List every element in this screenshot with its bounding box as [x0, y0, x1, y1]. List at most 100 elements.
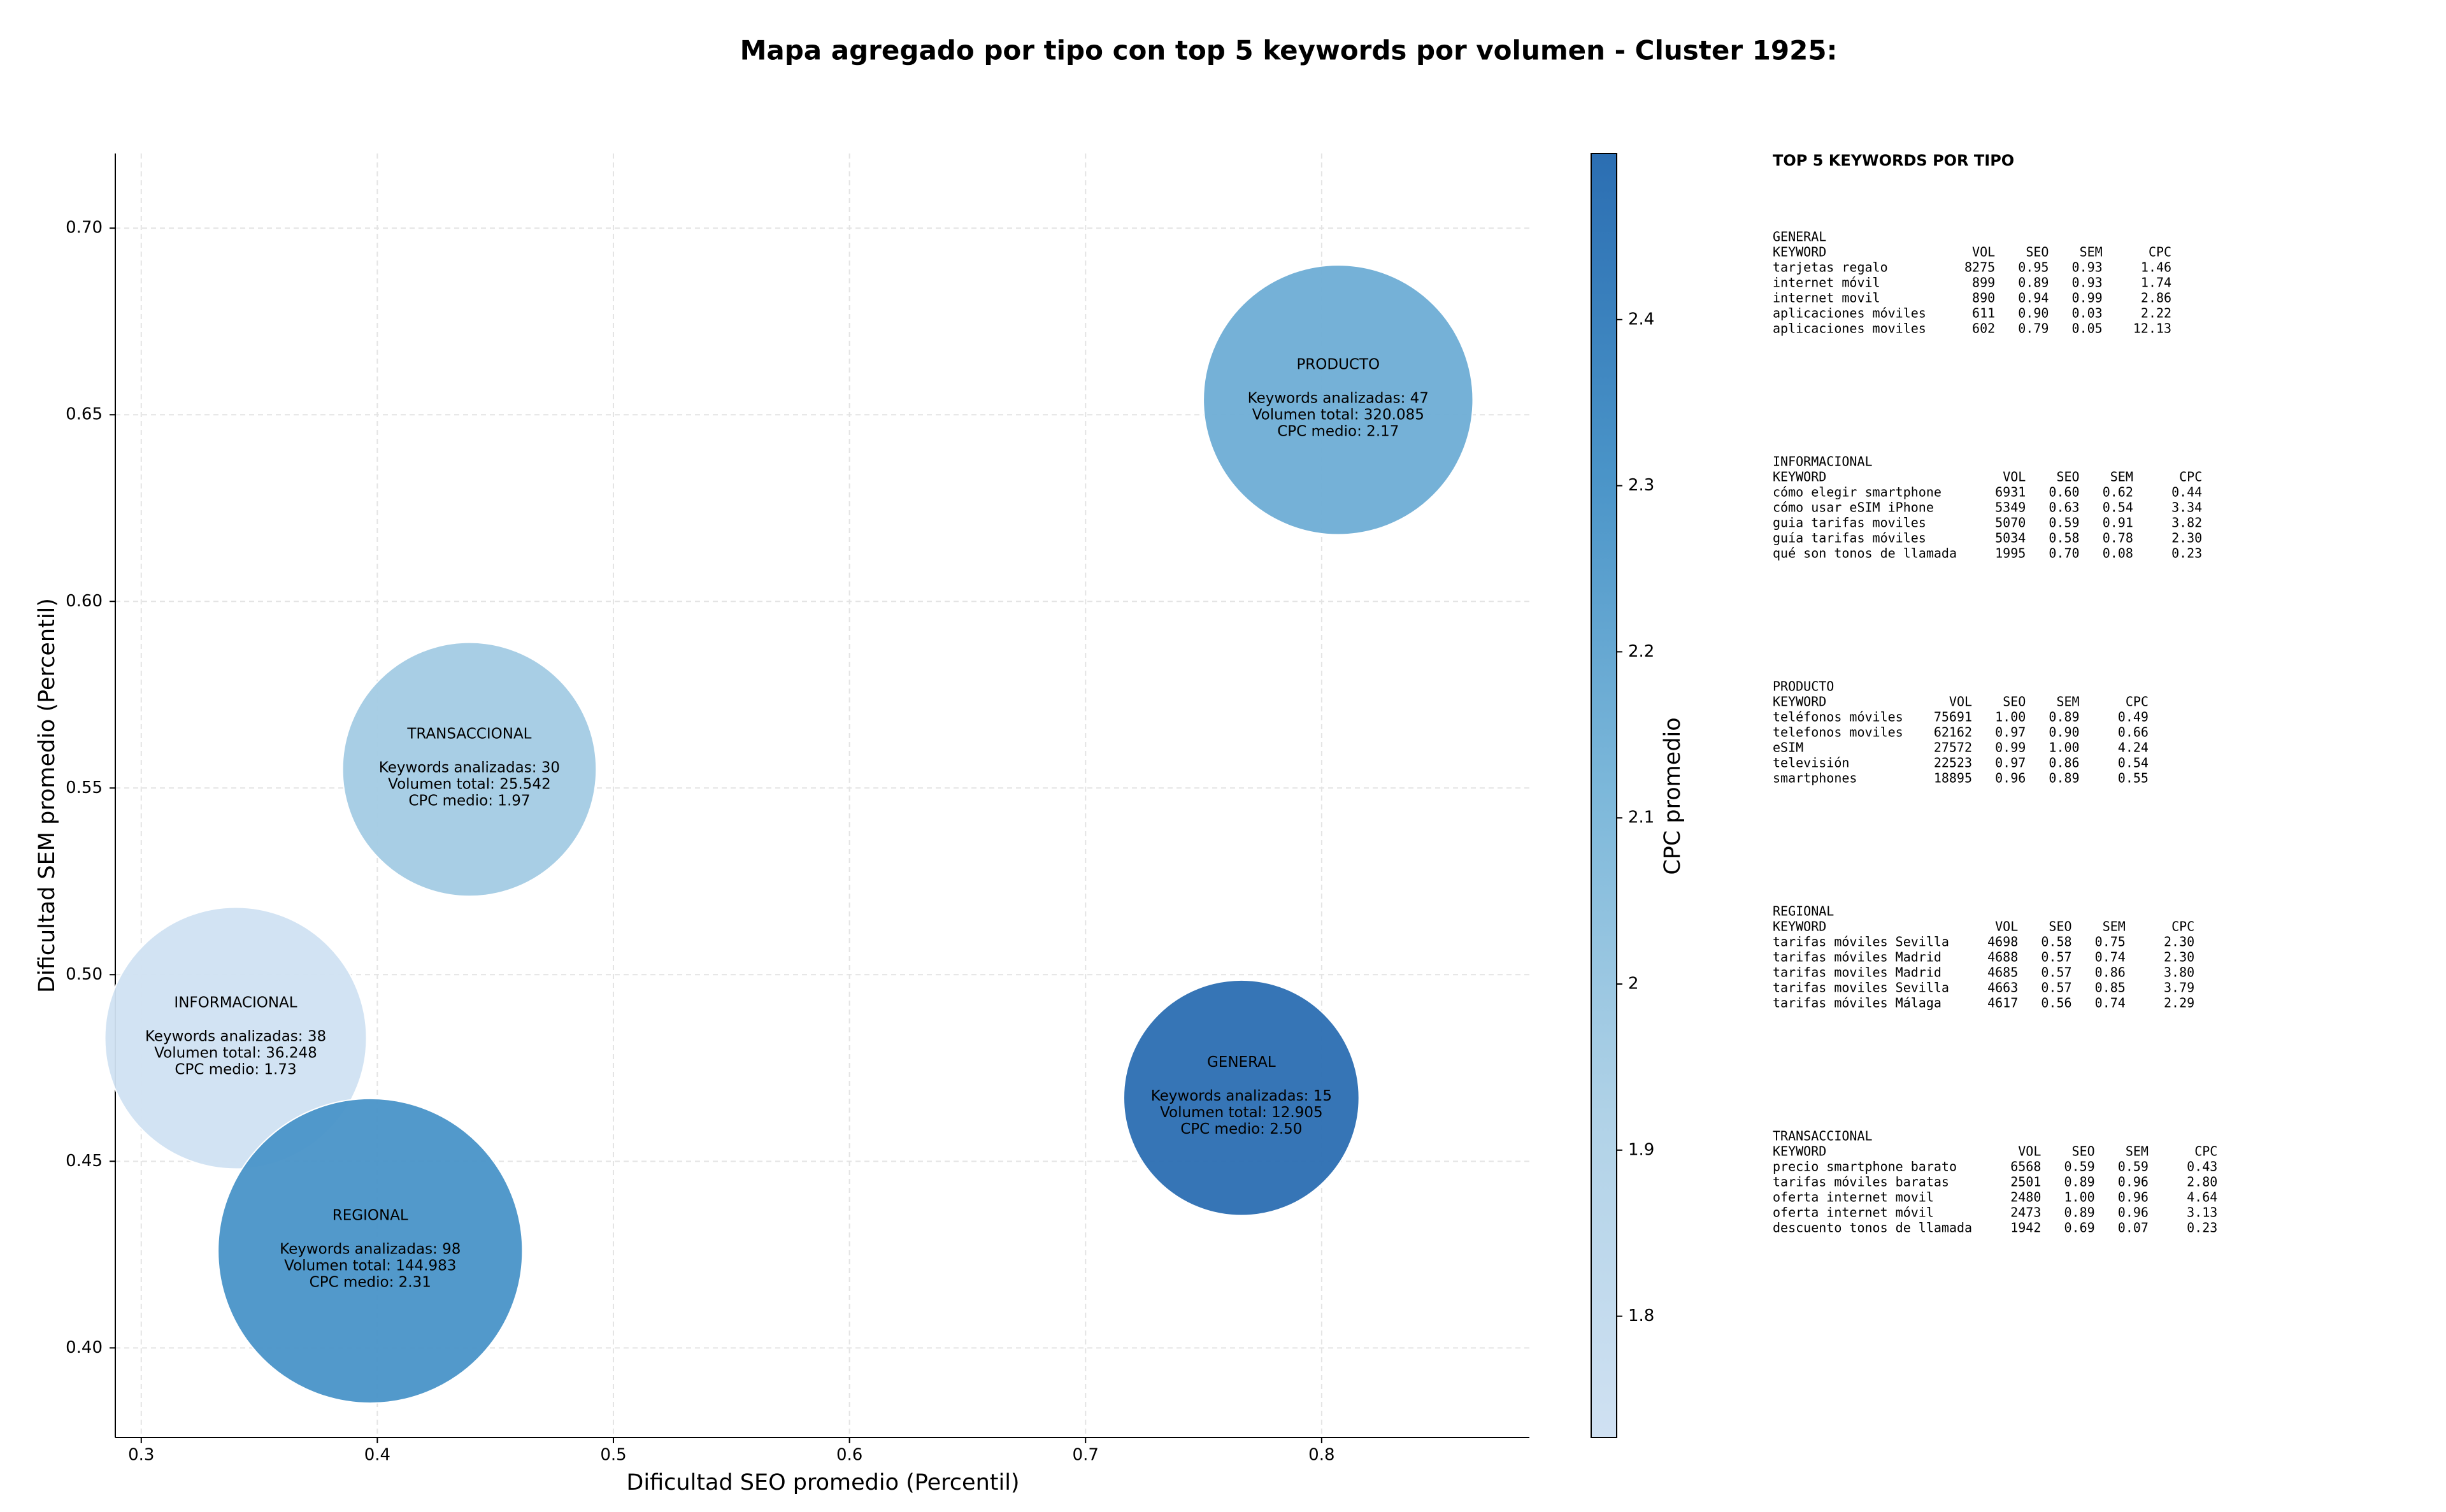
table-cell: 4688 [1987, 950, 2018, 965]
column-header: SEM [2126, 1144, 2149, 1159]
y-tick-label: 0.55 [66, 778, 103, 797]
table-cell: 4698 [1987, 934, 2018, 950]
bubble [217, 1097, 524, 1404]
group-name: INFORMACIONAL [1773, 454, 1873, 469]
table-cell: 0.97 [1995, 725, 2026, 740]
group-name: GENERAL [1773, 229, 1826, 245]
table-cell: 0.62 [2103, 485, 2133, 500]
table-cell: 0.96 [2118, 1174, 2149, 1190]
table-cell: 1.00 [2064, 1190, 2095, 1205]
bubble-title: INFORMACIONAL [174, 994, 297, 1011]
table-cell: 2501 [2010, 1174, 2041, 1190]
table-cell: 3.80 [2164, 965, 2194, 980]
bubble-label: Keywords analizadas: 30 [379, 759, 560, 776]
table-cell: 0.94 [2018, 290, 2049, 306]
x-tick-label: 0.4 [364, 1446, 390, 1465]
table-cell: tarifas moviles Madrid [1773, 965, 1942, 980]
table-cell: 0.99 [2072, 290, 2103, 306]
table-cell: 0.54 [2118, 755, 2149, 771]
table-cell: internet movil [1773, 290, 1880, 306]
table-cell: cómo elegir smartphone [1773, 485, 1942, 500]
bubble-label: Keywords analizadas: 98 [280, 1241, 461, 1257]
colorbar-tick-label: 2 [1628, 974, 1639, 994]
bubble-label: CPC medio: 2.50 [1180, 1121, 1302, 1138]
table-cell: 2.30 [2164, 934, 2194, 950]
table-cell: 0.60 [2049, 485, 2079, 500]
table-cell: descuento tonos de llamada [1773, 1220, 1972, 1236]
table-cell: 0.23 [2171, 546, 2202, 561]
column-header: VOL [1972, 245, 1995, 260]
table-cell: tarifas moviles Sevilla [1773, 980, 1949, 995]
panel-title: TOP 5 KEYWORDS POR TIPO [1773, 152, 2014, 169]
column-header: SEO [2003, 694, 2026, 710]
table-cell: 4617 [1987, 995, 2018, 1011]
table-cell: 8275 [1964, 260, 1995, 275]
table-cell: 0.54 [2103, 500, 2133, 515]
table-cell: 0.03 [2072, 306, 2103, 321]
bubble-title: GENERAL [1207, 1054, 1276, 1071]
table-cell: telefonos moviles [1773, 725, 1903, 740]
table-cell: 0.08 [2103, 546, 2133, 561]
column-header: CPC [2171, 919, 2194, 934]
column-header: SEM [2103, 919, 2126, 934]
table-cell: 0.55 [2118, 771, 2149, 786]
table-cell: tarifas móviles baratas [1773, 1174, 1949, 1190]
table-cell: 0.74 [2095, 950, 2126, 965]
table-cell: 0.05 [2072, 321, 2103, 336]
table-cell: 0.89 [2064, 1205, 2095, 1220]
bubble [1203, 264, 1474, 536]
table-cell: 3.79 [2164, 980, 2194, 995]
colorbar-tick-label: 2.4 [1628, 310, 1654, 329]
chart-title: Mapa agregado por tipo con top 5 keyword… [740, 35, 1838, 66]
table-cell: 2.22 [2141, 306, 2171, 321]
table-cell: 6568 [2010, 1159, 2041, 1174]
table-cell: 0.59 [2118, 1159, 2149, 1174]
table-cell: 0.57 [2041, 965, 2071, 980]
table-cell: 6931 [1995, 485, 2026, 500]
bubble-label: CPC medio: 2.17 [1277, 423, 1399, 439]
table-cell: 0.79 [2018, 321, 2049, 336]
x-axis-label: Dificultad SEO promedio (Percentil) [626, 1470, 1019, 1495]
y-tick-label: 0.60 [66, 592, 103, 611]
table-cell: 0.58 [2049, 531, 2079, 546]
table-cell: 75691 [1934, 710, 1972, 725]
table-cell: 0.66 [2118, 725, 2149, 740]
table-cell: 0.89 [2064, 1174, 2095, 1190]
x-tick-label: 0.7 [1073, 1446, 1099, 1465]
bubble [1122, 979, 1360, 1216]
table-cell: 3.82 [2171, 515, 2202, 531]
y-tick-label: 0.40 [66, 1338, 103, 1357]
table-cell: 0.75 [2095, 934, 2126, 950]
table-cell: 62162 [1934, 725, 1972, 740]
table-cell: 0.90 [2018, 306, 2049, 321]
table-cell: 0.90 [2049, 725, 2079, 740]
group-name: TRANSACCIONAL [1773, 1129, 1873, 1144]
bubble-label: Keywords analizadas: 38 [145, 1028, 326, 1045]
table-cell: 1.00 [1995, 710, 2026, 725]
x-tick-label: 0.5 [600, 1446, 626, 1465]
column-header: CPC [2149, 245, 2171, 260]
table-cell: 0.74 [2095, 995, 2126, 1011]
table-cell: oferta internet móvil [1773, 1205, 1934, 1220]
table-cell: 4.24 [2118, 740, 2149, 755]
table-cell: 0.97 [1995, 755, 2026, 771]
table-cell: 2473 [2010, 1205, 2041, 1220]
y-tick-label: 0.65 [66, 405, 103, 424]
table-cell: 0.91 [2103, 515, 2133, 531]
table-cell: 0.23 [2187, 1220, 2217, 1236]
table-cell: 0.95 [2018, 260, 2049, 275]
table-cell: tarifas móviles Sevilla [1773, 934, 1949, 950]
table-cell: 899 [1972, 275, 1995, 290]
table-cell: 5034 [1995, 531, 2026, 546]
column-header: KEYWORD [1773, 1144, 1826, 1159]
table-cell: 2.29 [2164, 995, 2194, 1011]
table-cell: oferta internet movil [1773, 1190, 1934, 1205]
bubble [341, 641, 597, 897]
table-cell: 0.93 [2072, 275, 2103, 290]
table-cell: 27572 [1934, 740, 1972, 755]
table-cell: 2.86 [2141, 290, 2171, 306]
table-cell: 0.78 [2103, 531, 2133, 546]
table-cell: 4.64 [2187, 1190, 2217, 1205]
